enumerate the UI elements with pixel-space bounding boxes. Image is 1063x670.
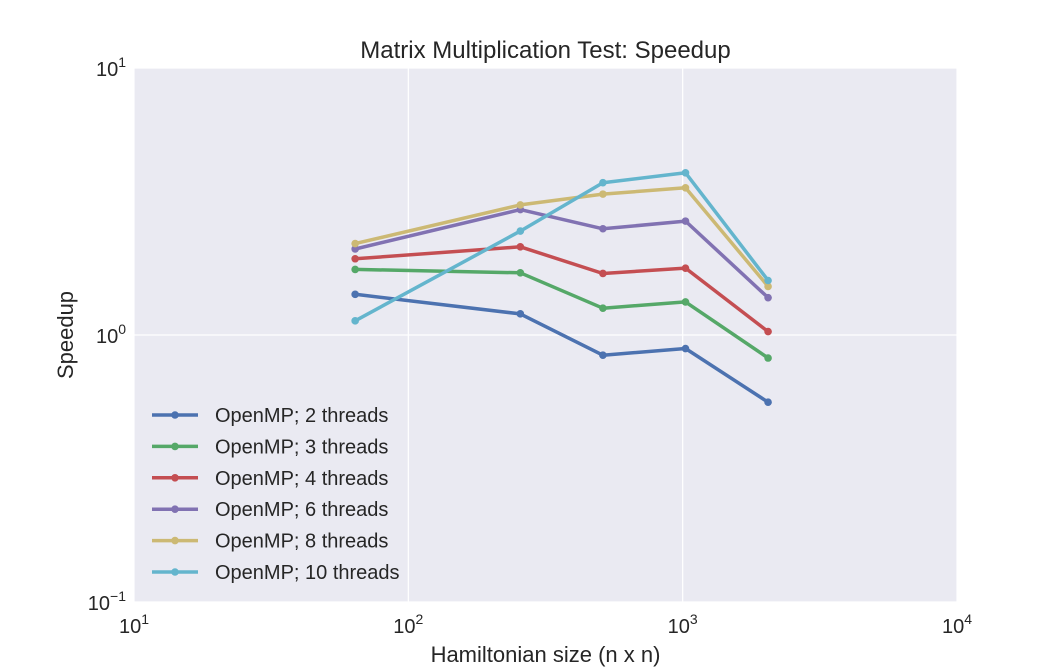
legend-marker (171, 505, 179, 513)
legend-item: OpenMP; 6 threads (152, 499, 388, 521)
legend-label: OpenMP; 10 threads (215, 562, 400, 584)
data-point (681, 183, 690, 192)
data-point (599, 224, 607, 233)
x-axis-label: Hamiltonian size (n x n) (431, 642, 661, 667)
legend-item: OpenMP; 3 threads (152, 436, 388, 458)
data-point (764, 282, 772, 291)
data-point (599, 178, 607, 187)
data-point (764, 398, 772, 407)
legend-marker (171, 568, 179, 576)
data-point (764, 327, 772, 336)
data-point (351, 317, 359, 325)
data-point (351, 254, 359, 263)
series-points (351, 169, 772, 407)
y-tick-label: 101 (96, 54, 126, 81)
data-point (516, 242, 525, 251)
data-point (599, 304, 607, 313)
y-tick-label: 100 (96, 321, 126, 348)
y-tick-label: 10−1 (88, 588, 126, 615)
data-point (764, 293, 772, 302)
data-point (516, 227, 525, 235)
data-point (351, 265, 359, 274)
x-tick-labels: 101 102 103 104 (119, 611, 972, 638)
legend-item: OpenMP; 10 threads (152, 562, 400, 584)
data-point (599, 190, 607, 198)
chart-title: Matrix Multiplication Test: Speedup (360, 37, 730, 64)
legend-item: OpenMP; 8 threads (152, 531, 388, 553)
legend-label: OpenMP; 3 threads (215, 436, 388, 458)
legend-label: OpenMP; 6 threads (215, 499, 388, 521)
legend-item: OpenMP; 4 threads (152, 468, 388, 490)
legend-marker (171, 411, 179, 419)
legend-marker (171, 442, 179, 451)
data-point (516, 201, 525, 209)
data-point (764, 276, 772, 285)
data-point (681, 169, 690, 177)
x-tick-label: 101 (119, 611, 149, 638)
data-point (516, 310, 525, 318)
data-point (681, 217, 690, 225)
data-point (681, 298, 690, 306)
legend-label: OpenMP; 4 threads (215, 468, 388, 490)
data-point (351, 239, 359, 248)
grid-lines (133, 67, 958, 603)
data-point (764, 354, 772, 362)
y-axis-label: Speedup (53, 291, 78, 379)
x-tick-label: 102 (393, 611, 423, 638)
data-point (681, 264, 690, 272)
legend-item: OpenMP; 2 threads (152, 405, 388, 427)
legend-marker (171, 536, 179, 545)
data-point (599, 351, 607, 360)
data-point (516, 268, 525, 277)
x-tick-label: 104 (942, 611, 972, 638)
x-tick-label: 103 (668, 611, 698, 638)
data-point (351, 245, 359, 253)
data-point (351, 290, 359, 299)
data-point (681, 344, 690, 353)
legend-label: OpenMP; 8 threads (215, 531, 388, 553)
data-point (599, 269, 607, 278)
legend: OpenMP; 2 threads OpenMP; 3 threads OpenMP… (152, 405, 400, 584)
legend-marker (171, 474, 179, 482)
y-tick-labels: 10−1 100 101 (88, 54, 126, 615)
legend-label: OpenMP; 2 threads (215, 405, 388, 427)
